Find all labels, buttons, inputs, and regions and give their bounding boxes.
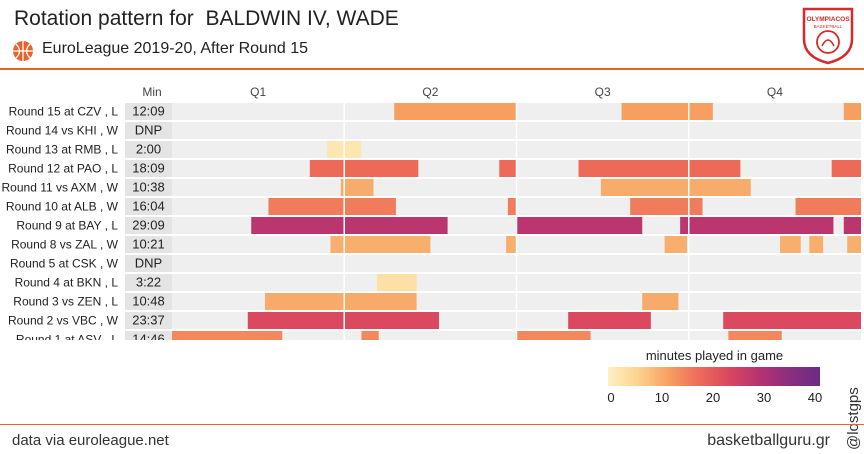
game-label: Round 4 at BKN , L bbox=[15, 276, 119, 290]
game-label: Round 14 vs KHI , W bbox=[6, 124, 119, 138]
stint-bar bbox=[621, 103, 713, 120]
game-label: Round 5 at CSK , W bbox=[10, 257, 119, 271]
legend-ticks: 0 10 20 30 40 bbox=[600, 390, 828, 406]
stint-bar bbox=[809, 236, 824, 253]
minutes-value: 23:37 bbox=[132, 313, 165, 328]
game-label: Round 11 vs AXM , W bbox=[2, 181, 119, 195]
brand-handle-text: @lostgps bbox=[845, 387, 862, 450]
legend-title: minutes played in game bbox=[645, 348, 784, 363]
stint-bar bbox=[680, 217, 834, 234]
stint-bar bbox=[847, 236, 861, 253]
stint-bar bbox=[309, 160, 419, 177]
minutes-column-header: Min bbox=[142, 85, 161, 99]
quarter-label: Q4 bbox=[767, 85, 783, 99]
stint-bar bbox=[499, 160, 517, 177]
stint-bar bbox=[600, 179, 751, 196]
minutes-cell bbox=[125, 160, 172, 177]
minutes-cell bbox=[125, 236, 172, 253]
game-label: Round 3 vs ZEN , L bbox=[13, 295, 118, 309]
stint-bar bbox=[516, 331, 591, 340]
stint-bar bbox=[507, 198, 517, 215]
legend-tick-label: 40 bbox=[807, 390, 823, 405]
stint-bar bbox=[843, 103, 861, 120]
stint-bar bbox=[361, 331, 379, 340]
site-name: basketballguru.gr bbox=[707, 432, 830, 449]
game-label: Round 9 at BAY , L bbox=[16, 219, 118, 233]
minutes-cell bbox=[125, 331, 172, 340]
team-logo-icon: OLYMPIACOS BASKETBALL bbox=[802, 7, 854, 65]
stint-bar bbox=[728, 331, 782, 340]
stint-bar bbox=[268, 198, 396, 215]
data-source: data via euroleague.net bbox=[12, 432, 169, 449]
minutes-cell bbox=[125, 179, 172, 196]
minutes-cell bbox=[125, 255, 172, 272]
minutes-cell bbox=[125, 122, 172, 139]
minutes-value: 12:09 bbox=[132, 104, 165, 119]
stint-bar bbox=[340, 179, 374, 196]
minutes-value: 14:46 bbox=[132, 332, 165, 341]
stint-bar bbox=[795, 198, 861, 215]
stint-bar bbox=[630, 198, 703, 215]
stint-bar bbox=[568, 312, 651, 329]
euroleague-logo-icon bbox=[13, 41, 33, 61]
legend-tick-label: 30 bbox=[756, 390, 772, 405]
minutes-value: 10:48 bbox=[132, 294, 165, 309]
rotation-chart: Min Q1 Q2 Q3 Q4 Round 15 at CZV , L 12:09 Rou… bbox=[2, 85, 861, 341]
minutes-value: 18:09 bbox=[132, 161, 165, 176]
minutes-cell bbox=[125, 198, 172, 215]
minutes-value: 29:09 bbox=[132, 218, 165, 233]
quarter-label: Q3 bbox=[595, 85, 611, 99]
minutes-value: 16:04 bbox=[132, 199, 165, 214]
stint-bar bbox=[247, 312, 439, 329]
stint-bar bbox=[265, 293, 417, 310]
stint-bar bbox=[578, 160, 741, 177]
stint-bar bbox=[664, 236, 688, 253]
minutes-value: DNP bbox=[135, 123, 162, 138]
game-label: Round 1 at ASV , L bbox=[16, 333, 118, 341]
legend-tick-label: 0 bbox=[607, 390, 615, 405]
quarter-label: Q1 bbox=[250, 85, 266, 99]
minutes-value: DNP bbox=[135, 256, 162, 271]
game-label: Round 10 at ALB , W bbox=[6, 200, 119, 214]
stint-bar bbox=[780, 236, 801, 253]
legend-color-bar bbox=[608, 367, 820, 386]
stint-bar bbox=[506, 236, 517, 253]
team-logo-text: OLYMPIACOS bbox=[806, 16, 850, 23]
minutes-cell bbox=[125, 141, 172, 158]
minutes-value: 10:21 bbox=[132, 237, 165, 252]
brand-handle: @lostgps bbox=[845, 387, 862, 450]
stint-bar bbox=[831, 160, 861, 177]
game-label: Round 12 at PAO , L bbox=[8, 162, 118, 176]
stint-bar bbox=[376, 274, 417, 291]
minutes-cell bbox=[125, 293, 172, 310]
team-logo-subtext: BASKETBALL bbox=[814, 24, 843, 29]
game-label: Round 15 at CZV , L bbox=[9, 105, 119, 119]
stint-bar bbox=[723, 312, 861, 329]
stint-bar bbox=[172, 331, 283, 340]
footer-divider bbox=[0, 424, 864, 425]
game-label: Round 8 vs ZAL , W bbox=[11, 238, 119, 252]
minutes-cell bbox=[125, 312, 172, 329]
minutes-value: 3:22 bbox=[136, 275, 161, 290]
stint-bar bbox=[394, 103, 517, 120]
stint-bar bbox=[330, 236, 431, 253]
stint-bar bbox=[843, 217, 861, 234]
stint-bar bbox=[251, 217, 448, 234]
minutes-value: 2:00 bbox=[136, 142, 161, 157]
minutes-value: 10:38 bbox=[132, 180, 165, 195]
game-label: Round 13 at RMB , L bbox=[6, 143, 118, 157]
quarter-label: Q2 bbox=[422, 85, 438, 99]
minutes-cell bbox=[125, 274, 172, 291]
page-title: Rotation pattern for BALDWIN IV, WADE bbox=[14, 7, 399, 30]
legend-tick-label: 20 bbox=[705, 390, 721, 405]
page-subtitle: EuroLeague 2019-20, After Round 15 bbox=[42, 40, 308, 57]
legend-tick-label: 10 bbox=[654, 390, 670, 405]
game-label: Round 2 vs VBC , W bbox=[8, 314, 119, 328]
stint-bar bbox=[642, 293, 679, 310]
header-divider bbox=[0, 68, 864, 70]
minutes-cell bbox=[125, 103, 172, 120]
minutes-cell bbox=[125, 217, 172, 234]
stint-bar bbox=[516, 217, 643, 234]
